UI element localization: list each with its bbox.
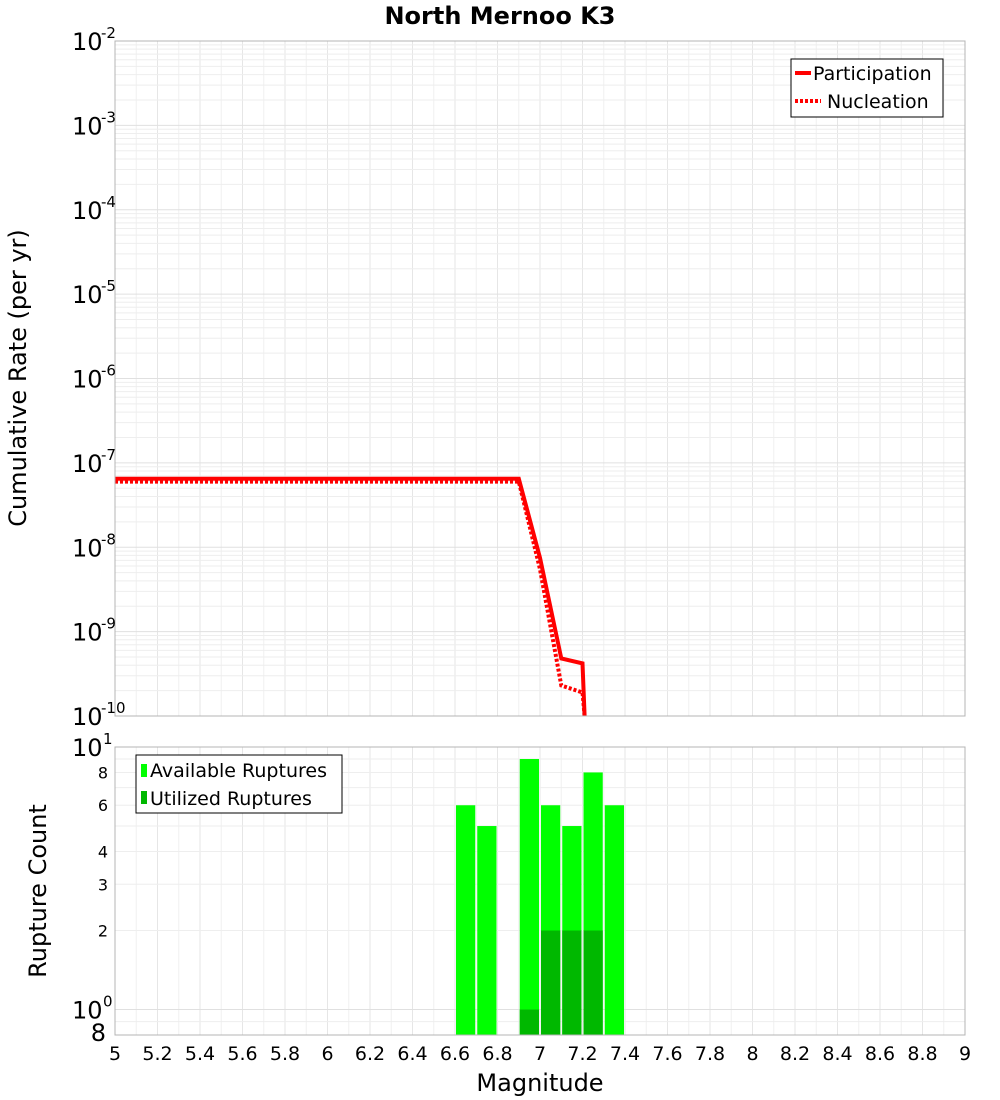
rate-legend: Participation Nucleation [790,58,944,118]
magnitude-tick-label: 6.8 [482,1043,512,1065]
magnitude-tick-label: 6.4 [397,1043,427,1065]
rupture-y-tick-label: 10 [72,997,103,1025]
rate-y-tick-label: 10 [72,112,103,140]
utilized-rupture-bar [519,1009,539,1035]
rate-y-tick-exponent: -5 [101,277,116,295]
rate-panel: 10-210-310-410-510-610-710-810-910-10 Cu… [4,24,966,731]
rupture-y-axis-label: Rupture Count [24,804,52,978]
rate-y-tick-exponent: -7 [101,446,116,464]
rate-y-tick-exponent: -8 [101,530,116,548]
rate-y-tick-exponent: -2 [101,24,116,42]
magnitude-tick-label: 5 [109,1043,121,1065]
rupture-legend-box [135,754,343,814]
rupture-y-tick-label: 10 [72,734,103,762]
rupture-bars [456,759,624,1035]
rupture-y-minor-tick-label: 2 [98,922,108,941]
rate-y-tick-exponent: -4 [101,193,116,211]
rate-y-tick-label: 10 [72,450,103,478]
rate-grid [114,41,966,717]
rate-y-tick-label: 10 [72,534,103,562]
magnitude-tick-label: 6.2 [355,1043,385,1065]
magnitude-tick-label: 7.4 [610,1043,640,1065]
legend-available-swatch [141,764,147,777]
magnitude-tick-label: 7.6 [652,1043,682,1065]
nucleation-line [115,479,587,717]
rate-y-ticks: 10-210-310-410-510-610-710-810-910-10 [72,24,126,731]
legend-utilized-label: Utilized Ruptures [150,788,312,810]
magnitude-tick-label: 7 [534,1043,546,1065]
rate-legend-box [790,58,944,118]
rupture-y-minor-tick-label: 6 [98,796,108,815]
rupture-y-tick-exponent: 0 [103,993,113,1011]
magnitude-x-ticks: 5 5.2 5.4 5.6 5.8 6 6.2 6.4 6.6 6.8 7 7.2 7.4 7.6 7.8 8… [109,1043,971,1065]
rupture-y-minor-tick-label: 3 [98,875,108,894]
rate-y-tick-label: 10 [72,619,103,647]
rate-y-tick-label: 10 [72,703,103,731]
legend-participation-label: Participation [813,63,932,85]
chart-title: North Mernoo K3 [384,2,615,30]
magnitude-tick-label: 5.6 [227,1043,257,1065]
rate-y-tick-exponent: -3 [101,108,116,126]
rate-y-tick-label: 10 [72,197,103,225]
magnitude-tick-label: 8.6 [865,1043,895,1065]
magnitude-tick-label: 8 [746,1043,758,1065]
available-rupture-bar [477,826,497,1035]
participation-line [115,476,587,717]
magnitude-tick-label: 5.4 [185,1043,215,1065]
rate-y-tick-label: 10 [72,366,103,394]
available-rupture-bar [519,759,539,1035]
rupture-y-minor-tick-label: 4 [98,842,108,861]
rate-y-tick-label: 10 [72,28,103,56]
rate-y-tick-exponent: -6 [101,362,116,380]
rupture-legend: Available Ruptures Utilized Ruptures [135,754,343,814]
magnitude-tick-label: 6.6 [440,1043,470,1065]
rupture-plot-border [114,746,966,1036]
rupture-y-tick-exponent: 1 [103,730,113,748]
utilized-rupture-bar [583,930,603,1035]
magnitude-tick-label: 8.4 [822,1043,852,1065]
rate-y-tick-exponent: -9 [101,615,116,633]
rate-series [115,476,587,717]
magnitude-tick-label: 9 [959,1043,971,1065]
utilized-rupture-bar [541,930,561,1035]
rate-y-axis-label: Cumulative Rate (per yr) [4,229,32,527]
legend-nucleation-label: Nucleation [827,91,929,113]
legend-available-label: Available Ruptures [150,760,327,782]
magnitude-tick-label: 8.8 [907,1043,937,1065]
utilized-rupture-bar [562,930,582,1035]
magnitude-tick-label: 6 [321,1043,333,1065]
magnitude-tick-label: 7.8 [695,1043,725,1065]
rate-y-tick-label: 10 [72,281,103,309]
magnitude-tick-label: 5.2 [142,1043,172,1065]
rate-y-tick-exponent: -10 [101,699,126,717]
rupture-y-minor-tick-label: 8 [98,763,108,782]
legend-utilized-swatch [141,791,147,804]
magnitude-tick-label: 7.2 [567,1043,597,1065]
available-rupture-bar [456,805,476,1035]
rate-plot-border [114,40,966,717]
magnitude-tick-label: 8.2 [780,1043,810,1065]
magnitude-x-axis-label: Magnitude [476,1069,603,1097]
available-rupture-bar [604,805,624,1035]
magnitude-tick-label: 5.8 [270,1043,300,1065]
rupture-y-minor-tick-label: 8 [91,1019,106,1047]
